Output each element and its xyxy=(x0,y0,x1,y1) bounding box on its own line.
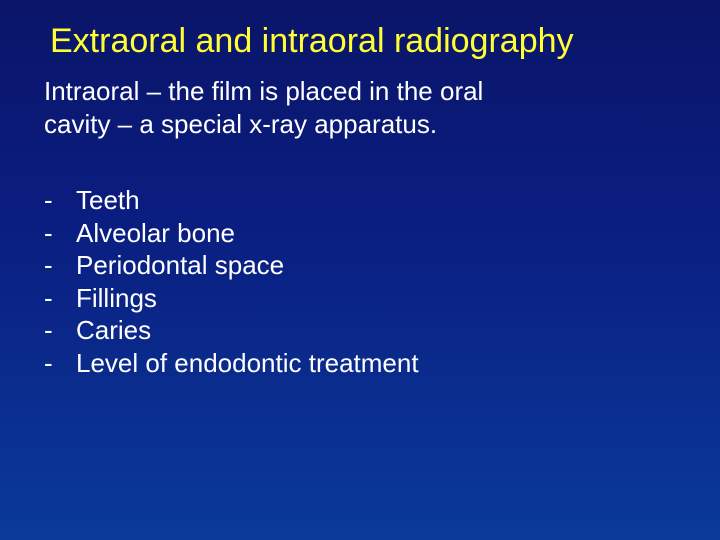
bullet-icon: - xyxy=(44,184,76,217)
list-item-label: Fillings xyxy=(76,282,157,315)
bullet-icon: - xyxy=(44,217,76,250)
list-item-label: Periodontal space xyxy=(76,249,284,282)
list-item: - Alveolar bone xyxy=(44,217,680,250)
list-item: - Fillings xyxy=(44,282,680,315)
list-item-label: Teeth xyxy=(76,184,140,217)
bullet-icon: - xyxy=(44,314,76,347)
list-item-label: Level of endodontic treatment xyxy=(76,347,419,380)
list-item: - Caries xyxy=(44,314,680,347)
intro-text: Intraoral – the film is placed in the or… xyxy=(44,75,644,140)
intro-line-2: cavity – a special x-ray apparatus. xyxy=(44,108,644,141)
list-item: - Level of endodontic treatment xyxy=(44,347,680,380)
slide-title: Extraoral and intraoral radiography xyxy=(50,22,680,61)
bullet-list: - Teeth - Alveolar bone - Periodontal sp… xyxy=(44,184,680,379)
bullet-icon: - xyxy=(44,249,76,282)
list-item: - Teeth xyxy=(44,184,680,217)
bullet-icon: - xyxy=(44,282,76,315)
list-item: - Periodontal space xyxy=(44,249,680,282)
list-item-label: Alveolar bone xyxy=(76,217,235,250)
slide: Extraoral and intraoral radiography Intr… xyxy=(0,0,720,540)
intro-line-1: Intraoral – the film is placed in the or… xyxy=(44,75,644,108)
bullet-icon: - xyxy=(44,347,76,380)
list-item-label: Caries xyxy=(76,314,151,347)
